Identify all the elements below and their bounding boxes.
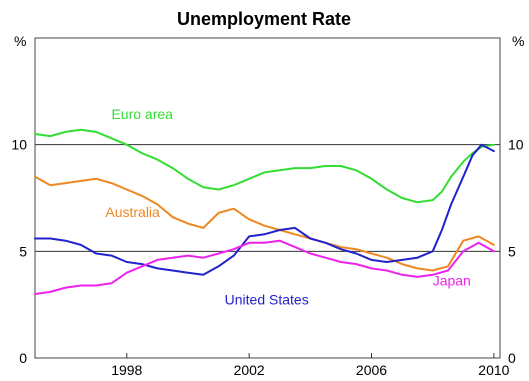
series-label-united-states: United States	[225, 292, 309, 308]
x-tick-label-2010: 2010	[478, 362, 509, 378]
x-tick-label-2002: 2002	[234, 362, 265, 378]
left-y-unit: %	[14, 33, 26, 49]
series-label-japan: Japan	[433, 272, 471, 288]
series-line-australia	[34, 175, 495, 272]
series-label-australia: Australia	[105, 204, 160, 220]
series-line-united-states	[34, 143, 495, 276]
left-y-tick-label-10: 10	[11, 137, 27, 153]
plot-frame	[34, 37, 501, 359]
right-y-tick-label-10: 10	[508, 137, 524, 153]
right-y-unit: %	[512, 33, 524, 49]
right-y-tick-label-0: 0	[508, 350, 516, 366]
x-tick-label-2006: 2006	[356, 362, 387, 378]
series-label-euro-area: Euro area	[111, 106, 173, 122]
x-tick-label-1998: 1998	[111, 362, 142, 378]
right-y-tick-label-5: 5	[508, 243, 516, 259]
left-y-tick-label-0: 0	[19, 350, 27, 366]
series-line-japan	[34, 239, 495, 295]
left-y-tick-label-5: 5	[19, 243, 27, 259]
chart-title: Unemployment Rate	[177, 9, 351, 29]
series-line-euro-area	[34, 128, 495, 204]
